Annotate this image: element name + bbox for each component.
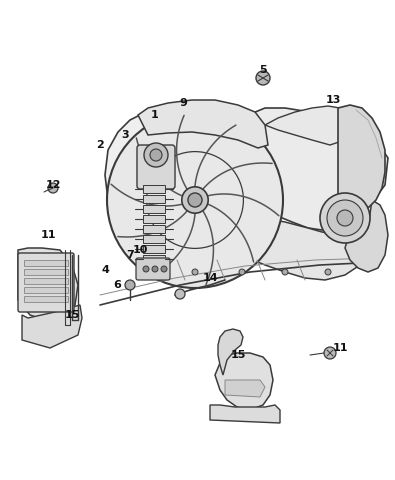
Circle shape	[325, 269, 331, 275]
Circle shape	[125, 280, 135, 290]
Text: 3: 3	[121, 130, 129, 140]
Polygon shape	[138, 100, 268, 148]
Circle shape	[152, 266, 158, 272]
Circle shape	[143, 266, 149, 272]
Circle shape	[320, 193, 370, 243]
Text: 7: 7	[126, 250, 134, 260]
Text: 2: 2	[96, 140, 104, 150]
Text: 1: 1	[151, 110, 159, 120]
Polygon shape	[215, 353, 273, 410]
Text: 9: 9	[179, 98, 187, 108]
FancyBboxPatch shape	[136, 258, 170, 280]
Text: 4: 4	[101, 265, 109, 275]
Circle shape	[188, 193, 202, 207]
Text: 15: 15	[64, 310, 80, 320]
Polygon shape	[105, 107, 272, 272]
Bar	[24, 296, 68, 302]
Polygon shape	[18, 248, 78, 320]
Polygon shape	[22, 305, 82, 348]
Bar	[143, 185, 165, 193]
Circle shape	[324, 347, 336, 359]
Circle shape	[145, 269, 151, 275]
Circle shape	[239, 269, 245, 275]
Bar	[143, 215, 165, 223]
Bar	[24, 287, 68, 293]
Bar	[143, 205, 165, 213]
Bar	[24, 278, 68, 284]
Circle shape	[161, 266, 167, 272]
Polygon shape	[265, 106, 350, 145]
Text: 5: 5	[259, 65, 267, 75]
Text: 14: 14	[202, 273, 218, 283]
Bar	[143, 255, 165, 263]
FancyBboxPatch shape	[137, 145, 175, 189]
Circle shape	[175, 289, 185, 299]
Text: 11: 11	[40, 230, 56, 240]
Text: 10: 10	[132, 245, 148, 255]
Text: 6: 6	[113, 280, 121, 290]
Circle shape	[256, 71, 270, 85]
Circle shape	[48, 183, 58, 193]
Polygon shape	[345, 200, 388, 272]
FancyBboxPatch shape	[18, 253, 74, 312]
Circle shape	[150, 149, 162, 161]
Circle shape	[144, 143, 168, 167]
Circle shape	[192, 269, 198, 275]
Text: 13: 13	[325, 95, 340, 105]
Polygon shape	[225, 380, 265, 397]
Bar	[24, 269, 68, 275]
Text: 11: 11	[332, 343, 348, 353]
Polygon shape	[238, 200, 365, 280]
Circle shape	[182, 187, 208, 213]
Polygon shape	[242, 108, 388, 230]
Bar	[143, 235, 165, 243]
Circle shape	[107, 112, 283, 288]
Bar	[143, 195, 165, 203]
Text: 12: 12	[45, 180, 61, 190]
Polygon shape	[210, 405, 280, 423]
Text: 15: 15	[230, 350, 246, 360]
Circle shape	[327, 200, 363, 236]
Polygon shape	[338, 105, 385, 210]
Bar	[143, 225, 165, 233]
Circle shape	[282, 269, 288, 275]
Polygon shape	[218, 329, 243, 375]
Circle shape	[337, 210, 353, 226]
Bar	[24, 260, 68, 266]
Bar	[143, 245, 165, 253]
